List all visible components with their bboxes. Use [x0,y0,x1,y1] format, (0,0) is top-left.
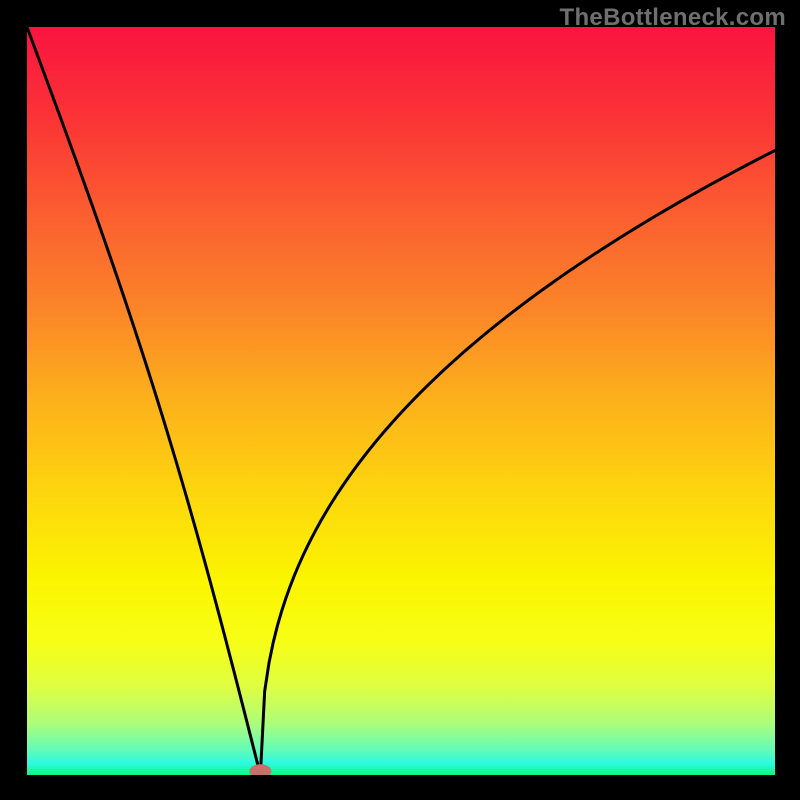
gradient-background [27,27,775,775]
chart-stage: TheBottleneck.com [0,0,800,800]
plot-area [27,27,775,775]
watermark-text: TheBottleneck.com [560,4,786,32]
bottleneck-chart [27,27,775,775]
